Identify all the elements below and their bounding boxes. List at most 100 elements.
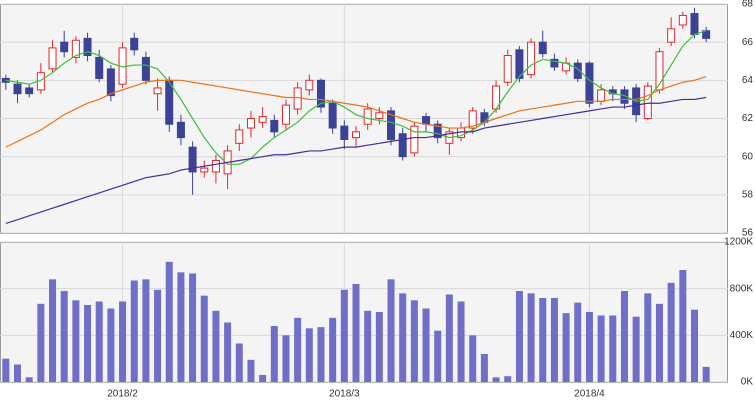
volume-bar <box>422 308 430 382</box>
candle-body <box>211 159 220 173</box>
volume-bar <box>235 343 243 382</box>
volume-bar <box>317 327 325 382</box>
volume-bar <box>620 291 628 382</box>
volume-bar <box>515 291 523 382</box>
candle-body <box>352 131 360 139</box>
volume-bar <box>130 280 138 382</box>
x-tick-label: 2018/3 <box>329 389 360 400</box>
volume-bar <box>702 366 710 382</box>
candle-body <box>667 28 676 43</box>
volume-bar <box>410 300 418 382</box>
y-tick-label: 1200K <box>724 237 753 248</box>
volume-bar <box>434 330 442 382</box>
volume-bar <box>95 301 103 382</box>
volume-bar <box>504 376 512 382</box>
candle-body <box>83 37 92 57</box>
volume-bar <box>480 354 488 382</box>
y-tick-label: 800K <box>730 283 754 294</box>
volume-bar <box>25 377 33 382</box>
volume-bar <box>177 272 185 382</box>
candle-body <box>550 58 559 68</box>
candle-body <box>503 55 512 83</box>
candle-body <box>620 89 629 104</box>
y-tick-label: 56 <box>742 228 754 239</box>
candle-body <box>305 79 314 91</box>
volume-bar <box>142 279 150 382</box>
candle-body <box>25 87 34 95</box>
candle-body <box>328 102 337 129</box>
moving-average <box>5 75 707 148</box>
volume-bar <box>457 301 465 382</box>
y-tick-label: 62 <box>742 113 754 124</box>
candle-body <box>643 85 652 119</box>
volume-bar <box>387 279 395 382</box>
candle-body <box>60 41 69 53</box>
candle-body <box>538 41 547 55</box>
volume-bar <box>154 289 162 382</box>
volume-bar <box>282 335 290 382</box>
volume-bar <box>37 303 45 382</box>
volume-bar <box>329 317 337 382</box>
volume-bar <box>259 375 267 382</box>
candle-body <box>678 14 687 26</box>
x-tick-label: 2018/4 <box>574 389 605 400</box>
candle-body <box>468 110 477 129</box>
candle-body <box>340 125 349 140</box>
volume-bar <box>527 293 535 382</box>
candle-body <box>71 39 80 58</box>
candle-body <box>188 146 197 173</box>
volume-bar <box>574 302 582 382</box>
moving-average <box>5 30 707 165</box>
volume-bar <box>212 310 220 382</box>
volume-bar <box>14 364 22 382</box>
volume-bar <box>655 303 663 382</box>
volume-bar <box>597 315 605 382</box>
y-tick-label: 66 <box>742 37 754 48</box>
candle-body <box>235 129 244 144</box>
volume-bar <box>375 312 383 382</box>
volume-bar <box>445 294 453 382</box>
volume-bar <box>200 295 208 382</box>
volume-bar <box>305 328 313 382</box>
volume-bar <box>2 358 10 382</box>
volume-bar <box>84 305 92 382</box>
volume-bar <box>562 313 570 382</box>
volume-bar <box>107 308 115 382</box>
volume-bar <box>679 270 687 382</box>
volume-bar <box>119 301 127 382</box>
candle-body <box>106 68 115 97</box>
volume-bar <box>60 291 68 382</box>
moving-average <box>5 96 707 225</box>
candle-body <box>316 79 325 108</box>
candle-body <box>258 116 267 123</box>
candle-body <box>270 119 279 133</box>
candle-body <box>585 62 594 104</box>
candle-body <box>141 56 150 81</box>
y-tick-label: 68 <box>742 0 754 10</box>
candle-body <box>200 167 209 173</box>
volume-bar <box>294 317 302 382</box>
candle-body <box>363 108 372 125</box>
volume-bar <box>690 309 698 382</box>
volume-bar <box>189 273 197 382</box>
candle-body <box>130 37 139 51</box>
candle-body <box>95 56 104 79</box>
candle-body <box>176 121 185 139</box>
volume-bar <box>609 315 617 382</box>
volume-bar <box>340 289 348 382</box>
y-tick-label: 400K <box>730 330 754 341</box>
y-tick-label: 0K <box>741 377 754 388</box>
candle-body <box>13 83 22 95</box>
candle-body <box>515 49 524 79</box>
candle-body <box>387 110 396 140</box>
volume-bar <box>399 293 407 382</box>
volume-bar <box>632 316 640 382</box>
y-tick-label: 64 <box>742 75 754 86</box>
candle-body <box>165 79 174 125</box>
candle-body <box>281 104 290 125</box>
candle-body <box>410 125 419 154</box>
volume-bar <box>539 298 547 382</box>
candle-body <box>48 47 57 70</box>
x-tick-label: 2018/2 <box>107 389 138 400</box>
